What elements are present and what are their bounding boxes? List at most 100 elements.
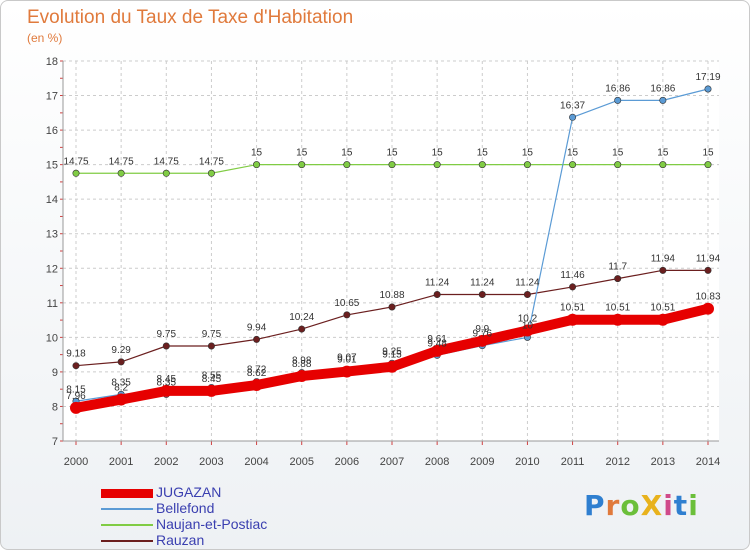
x-tick-label: 2006 (335, 456, 359, 468)
data-label: 15 (702, 148, 714, 159)
data-point (476, 334, 489, 347)
y-tick-label: 17 (46, 91, 58, 103)
data-point (388, 303, 396, 311)
data-point (298, 325, 306, 333)
data-point (433, 291, 441, 299)
data-label: 15 (477, 148, 489, 159)
data-point (388, 161, 396, 169)
legend-item: Naujan-et-Postiac (101, 516, 341, 533)
y-tick-label: 11 (47, 298, 58, 310)
data-label: 16.86 (605, 83, 630, 94)
data-point (117, 358, 125, 366)
data-point (569, 283, 577, 291)
data-point (704, 85, 712, 93)
x-tick-label: 2010 (515, 456, 539, 468)
x-tick-label: 2008 (425, 456, 449, 468)
data-point (72, 362, 80, 370)
plot-area (63, 61, 719, 441)
legend-swatch (101, 524, 153, 526)
chart-unit: (en %) (27, 31, 63, 45)
data-point (162, 342, 170, 350)
data-label: 9.18 (66, 349, 86, 360)
data-point (207, 169, 215, 177)
data-point (702, 302, 714, 315)
x-tick-label: 2013 (651, 456, 675, 468)
x-tick-label: 2009 (470, 456, 494, 468)
data-point (659, 161, 667, 169)
data-label: 15 (657, 148, 669, 159)
legend-item: Bellefond (101, 500, 341, 517)
data-point (386, 360, 398, 373)
chart-legend: JUGAZAN Bellefond Naujan-et-Postiac Rauzan (101, 484, 341, 549)
legend-item: JUGAZAN (101, 484, 341, 501)
data-label: 11.46 (560, 270, 585, 281)
data-label: 8.45 (202, 374, 222, 385)
data-label: 9.94 (247, 322, 267, 333)
data-point (298, 161, 306, 169)
x-tick-label: 2001 (109, 456, 133, 468)
data-label: 9.25 (382, 346, 402, 357)
data-label: 8.98 (292, 356, 312, 367)
data-label: 15 (251, 148, 263, 159)
legend-label: Naujan-et-Postiac (156, 516, 268, 532)
x-tick-label: 2003 (199, 456, 223, 468)
data-point (659, 266, 667, 274)
x-tick-label: 2005 (289, 456, 313, 468)
y-tick-label: 15 (46, 160, 58, 172)
legend-swatch (101, 489, 153, 498)
data-label: 11.24 (425, 278, 450, 289)
legend-label: Bellefond (156, 500, 215, 516)
data-point (523, 161, 531, 169)
data-label: 15 (612, 148, 624, 159)
data-label: 15 (567, 148, 579, 159)
data-point (433, 161, 441, 169)
data-point (343, 161, 351, 169)
y-tick-label: 7 (52, 436, 58, 448)
data-label: 10.51 (605, 303, 630, 314)
data-label: 9.48 (427, 338, 447, 349)
data-label: 8.35 (157, 377, 177, 388)
data-label: 9.01 (337, 355, 357, 366)
data-label: 14.75 (154, 156, 179, 167)
data-point (521, 324, 534, 337)
data-label: 16.37 (560, 100, 585, 111)
logo-letter: r (605, 489, 621, 522)
data-point (704, 266, 712, 274)
y-tick-label: 9 (52, 367, 58, 379)
data-point (253, 335, 261, 343)
data-label: 9.61 (427, 334, 447, 345)
data-label: 15 (296, 148, 308, 159)
data-point (250, 379, 263, 392)
data-point (343, 311, 351, 319)
data-label: 11.94 (651, 253, 676, 264)
data-label: 16.86 (650, 83, 675, 94)
data-point (614, 275, 622, 283)
data-point (160, 384, 173, 397)
data-label: 11.94 (696, 253, 721, 264)
data-point (704, 161, 712, 169)
y-tick-label: 13 (46, 229, 58, 241)
data-label: 11.7 (608, 262, 627, 273)
logo-letter: i (663, 489, 674, 522)
data-point (431, 344, 444, 357)
y-tick-label: 16 (46, 125, 58, 137)
data-label: 10.51 (560, 303, 585, 314)
data-point (656, 313, 669, 326)
x-tick-label: 2004 (244, 456, 268, 468)
y-tick-label: 14 (46, 194, 58, 206)
data-label: 8.72 (247, 365, 267, 376)
x-tick-label: 2012 (605, 456, 629, 468)
data-point (295, 370, 308, 383)
data-label: 9.15 (382, 350, 402, 361)
data-label: 8.62 (247, 368, 267, 379)
data-label: 8.15 (66, 384, 86, 395)
data-point (478, 291, 486, 299)
legend-swatch (101, 540, 153, 542)
data-label: 11.24 (515, 278, 540, 289)
data-label: 10.24 (289, 312, 314, 323)
data-point (569, 161, 577, 169)
data-label: 15 (432, 148, 444, 159)
data-point (614, 161, 622, 169)
